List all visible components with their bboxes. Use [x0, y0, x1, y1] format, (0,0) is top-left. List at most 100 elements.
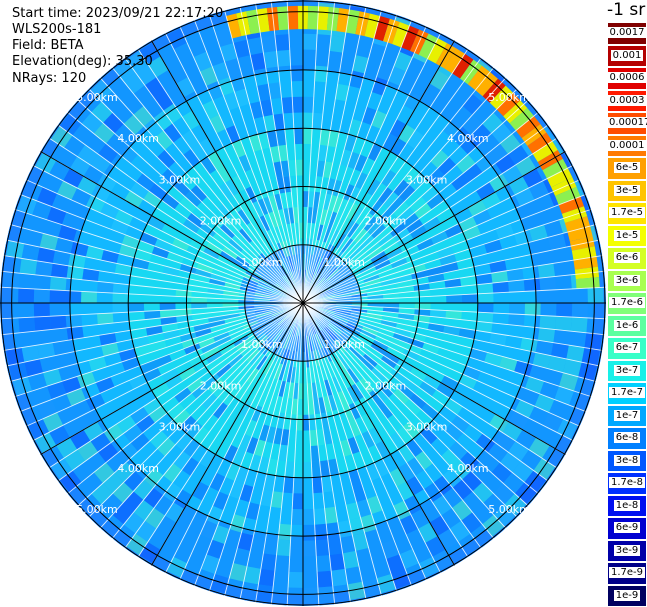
gate-cell [308, 335, 314, 352]
gate-cell [103, 423, 124, 443]
high-echo-cell [532, 141, 558, 162]
gate-cell [274, 193, 284, 211]
gate-cell [508, 313, 525, 327]
ray-separator [302, 302, 539, 495]
gate-cell [372, 339, 389, 352]
gate-cell [19, 258, 38, 275]
gate-cell [293, 128, 303, 145]
gate-cell [213, 331, 230, 343]
gate-cell [310, 239, 317, 256]
gate-cell [423, 374, 441, 390]
gate-cell [414, 289, 431, 298]
gate-cell [335, 83, 350, 102]
gate-cell [359, 377, 374, 394]
gate-cell [133, 499, 155, 521]
ray-separator [302, 10, 382, 304]
gate-cell [181, 337, 199, 349]
gate-cell [444, 422, 464, 442]
gate-cell [327, 458, 340, 476]
gate-cell [173, 179, 191, 197]
gate-cell [118, 244, 137, 258]
colorbar-tick-label: 6e-5 [613, 162, 641, 173]
ring-label: 2.00km [200, 379, 242, 392]
gate-cell [114, 263, 133, 276]
gate-cell [114, 209, 134, 226]
ray-separator [224, 302, 304, 596]
gate-cell [288, 571, 303, 588]
ring-label: 5.00km [488, 91, 530, 104]
gate-cell [295, 254, 300, 271]
gate-cell [403, 91, 422, 111]
gate-cell [587, 287, 604, 303]
ray-separator [302, 302, 413, 587]
gate-cell [366, 313, 383, 320]
gate-cell [143, 398, 162, 415]
gate-cell [260, 99, 274, 117]
gate-cell [90, 432, 111, 452]
high-echo-cell [475, 72, 498, 97]
gate-cell [308, 414, 317, 431]
gate-cell [118, 348, 137, 362]
gate-cell [327, 537, 343, 556]
gate-cell [335, 233, 347, 249]
ray-separator [302, 302, 367, 600]
ray-separator [302, 302, 558, 469]
high-echo-cell [509, 108, 534, 131]
gate-cell [283, 333, 292, 349]
gate-cell [191, 143, 208, 162]
gate-cell [403, 421, 420, 439]
gate-cell [468, 199, 487, 217]
gate-cell [350, 289, 367, 296]
ray-separator [26, 179, 304, 304]
gate-cell [149, 430, 169, 449]
gate-cell [289, 350, 296, 367]
gate-cell [36, 187, 58, 207]
ray-separator [302, 57, 482, 304]
gate-cell [317, 586, 335, 604]
gate-cell [492, 281, 509, 294]
ray-separator [67, 111, 304, 304]
gate-cell [21, 345, 40, 363]
gate-cell [314, 257, 323, 273]
gate-cell [12, 376, 33, 396]
gate-cell [398, 124, 416, 144]
gate-cell [123, 424, 143, 443]
gate-cell [337, 390, 349, 408]
gate-cell [243, 566, 261, 585]
ray-separator [48, 137, 304, 304]
gate-cell [469, 348, 488, 362]
gate-cell [346, 386, 359, 403]
gate-cell [262, 359, 274, 375]
gate-cell [133, 479, 154, 500]
ray-separator [302, 111, 539, 304]
gate-cell [374, 259, 391, 271]
gate-cell [395, 274, 413, 284]
gate-cell [430, 230, 449, 245]
gate-cell [280, 258, 290, 274]
gate-cell [476, 312, 494, 323]
gate-cell [317, 570, 333, 588]
gate-cell [389, 119, 407, 138]
gate-cell [316, 258, 326, 274]
gate-cell [112, 283, 130, 294]
gate-cell [396, 426, 414, 445]
gate-cell [584, 332, 603, 351]
gate-cell [82, 268, 100, 282]
gate-cell [495, 154, 516, 174]
gate-cell [83, 421, 104, 442]
gate-cell [426, 192, 445, 210]
ray-separator [19, 193, 304, 304]
gate-cell [491, 270, 509, 284]
gate-cell [114, 462, 135, 483]
gate-cell [348, 246, 363, 260]
gate-cell [366, 178, 382, 196]
gate-cell [172, 237, 190, 252]
gate-cell [295, 159, 303, 176]
gate-cell [101, 249, 119, 264]
ray-separator [224, 10, 304, 304]
gate-cell [268, 194, 279, 212]
gate-cell [312, 317, 323, 331]
gate-cell [259, 233, 271, 249]
ray-separator [1, 302, 304, 336]
gate-cell [35, 260, 53, 277]
